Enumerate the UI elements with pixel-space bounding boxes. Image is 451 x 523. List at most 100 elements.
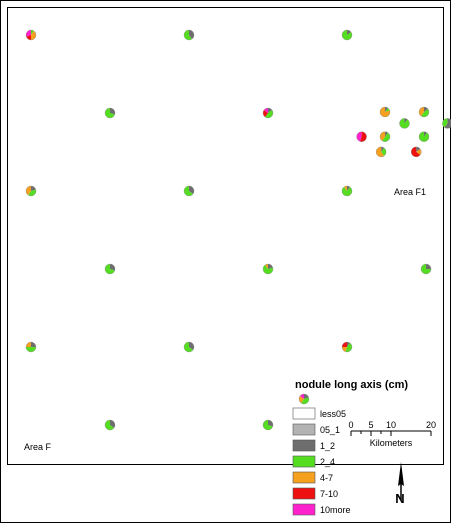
sample-site-pie[interactable] (420, 263, 432, 275)
pie-slice-2_4 (381, 147, 387, 156)
pie-slice-4-7 (31, 30, 37, 40)
map-frame (7, 7, 444, 465)
pie-slice-4-7 (342, 347, 347, 352)
legend-pie-icon[interactable] (298, 393, 310, 405)
area-f1-sites (356, 106, 451, 158)
pie-outline (375, 146, 387, 158)
pie-slice-2_4 (31, 30, 34, 35)
pie-slice-1_2 (426, 264, 431, 269)
pie-slice-4-7 (380, 107, 390, 117)
pie-outline (418, 106, 430, 118)
pie-slice-2_4 (345, 342, 352, 352)
pie-slice-4-7 (418, 107, 424, 117)
pie-slice-2_4 (301, 397, 309, 404)
pie-slice-7-10 (411, 146, 421, 157)
pie-outline (341, 341, 353, 353)
sample-site-pie[interactable] (25, 185, 37, 197)
pie-slice-1_2 (268, 264, 273, 269)
pie-slice-7-10 (263, 110, 268, 118)
sample-site-pie[interactable] (183, 185, 195, 197)
pie-slice-2_4 (265, 110, 273, 118)
pie-outline (262, 107, 274, 119)
pie-slice-4-7 (376, 146, 385, 157)
sample-site-pie[interactable] (104, 263, 116, 275)
cluster-site-pie[interactable] (442, 118, 451, 129)
cluster-site-pie[interactable] (356, 131, 367, 142)
sample-site-pie[interactable] (341, 185, 353, 197)
pie-slice-2_4 (184, 186, 194, 196)
pie-outline (356, 131, 367, 142)
scale-unit: Kilometers (370, 438, 413, 448)
pie-slice-1_2 (381, 146, 385, 152)
sample-site-pie[interactable] (104, 419, 116, 431)
pie-outline (25, 341, 37, 353)
sample-site-pie[interactable] (25, 341, 37, 353)
legend-swatch (292, 455, 316, 468)
pie-slice-1_2 (444, 118, 451, 129)
sample-site-pie[interactable] (262, 419, 274, 431)
legend-items: less05 05_1 1_2 2_4 4-7 7-10 10more (292, 407, 351, 516)
scale-bar: 0 5 10 20 Kilometers (348, 420, 436, 448)
sample-site-pie[interactable] (262, 107, 274, 119)
cluster-site-pie[interactable] (379, 106, 391, 118)
pie-slice-1_2 (31, 186, 36, 191)
pie-slice-2_4 (183, 30, 192, 40)
sample-site-pie[interactable] (104, 107, 116, 119)
pie-slice-7-10 (360, 131, 367, 142)
pie-slice-2_4 (399, 118, 410, 129)
pie-outline (183, 185, 195, 197)
pie-slice-2_4 (28, 189, 36, 197)
legend-swatch (292, 487, 316, 500)
pie-slice-2_4 (385, 107, 390, 112)
pie-outline (104, 419, 116, 431)
cluster-site-pie[interactable] (379, 131, 391, 142)
legend-label: 4-7 (320, 473, 333, 483)
area-f-label: Area F (24, 442, 52, 452)
legend-label: 10more (320, 505, 351, 515)
sample-site-pie[interactable] (25, 29, 37, 41)
pie-outline (379, 106, 391, 118)
pie-outline (262, 263, 274, 275)
pie-slice-1_2 (385, 107, 388, 112)
scale-tick-label: 10 (386, 420, 396, 430)
legend-label: less05 (320, 409, 346, 419)
pie-outline (25, 29, 37, 41)
pie-slice-7-10 (342, 342, 347, 347)
legend-label: 1_2 (320, 441, 335, 451)
cluster-site-pie[interactable] (418, 106, 430, 118)
sample-site-pie[interactable] (341, 341, 353, 353)
cluster-site-pie[interactable] (418, 131, 430, 142)
sample-site-pie[interactable] (183, 29, 195, 41)
pie-outline (399, 118, 410, 129)
pie-slice-4-7 (265, 264, 268, 269)
pie-outline (25, 185, 37, 197)
sample-site-pie[interactable] (341, 29, 353, 41)
legend-swatch (292, 503, 316, 516)
scale-tick-label: 20 (426, 420, 436, 430)
pie-slice-2_4 (263, 420, 273, 431)
sample-site-pie[interactable] (262, 263, 274, 275)
north-arrow-icon: N (395, 462, 405, 506)
pie-slice-10more (25, 30, 31, 37)
pie-slice-1_2 (31, 342, 36, 347)
area-f1-label: Area F1 (394, 187, 426, 197)
pie-slice-2_4 (262, 264, 273, 275)
pie-outline (418, 131, 430, 142)
legend-label: 7-10 (320, 489, 338, 499)
pie-slice-4-7 (344, 186, 347, 191)
legend-swatch (292, 439, 316, 452)
pie-outline (262, 419, 274, 431)
cluster-site-pie[interactable] (375, 146, 387, 158)
pie-slice-1_2 (347, 186, 350, 191)
cluster-site-pie[interactable] (411, 146, 422, 158)
legend-swatch (292, 407, 316, 420)
sample-site-pie[interactable] (183, 341, 195, 353)
pie-slice-4-7 (380, 131, 385, 141)
legend-pie-icon (298, 393, 310, 405)
cluster-site-pie[interactable] (399, 118, 410, 129)
pie-slice-10more (356, 131, 362, 142)
legend-swatch (292, 423, 316, 436)
pie-slice-2_4 (105, 420, 115, 430)
pie-outline (379, 131, 391, 142)
